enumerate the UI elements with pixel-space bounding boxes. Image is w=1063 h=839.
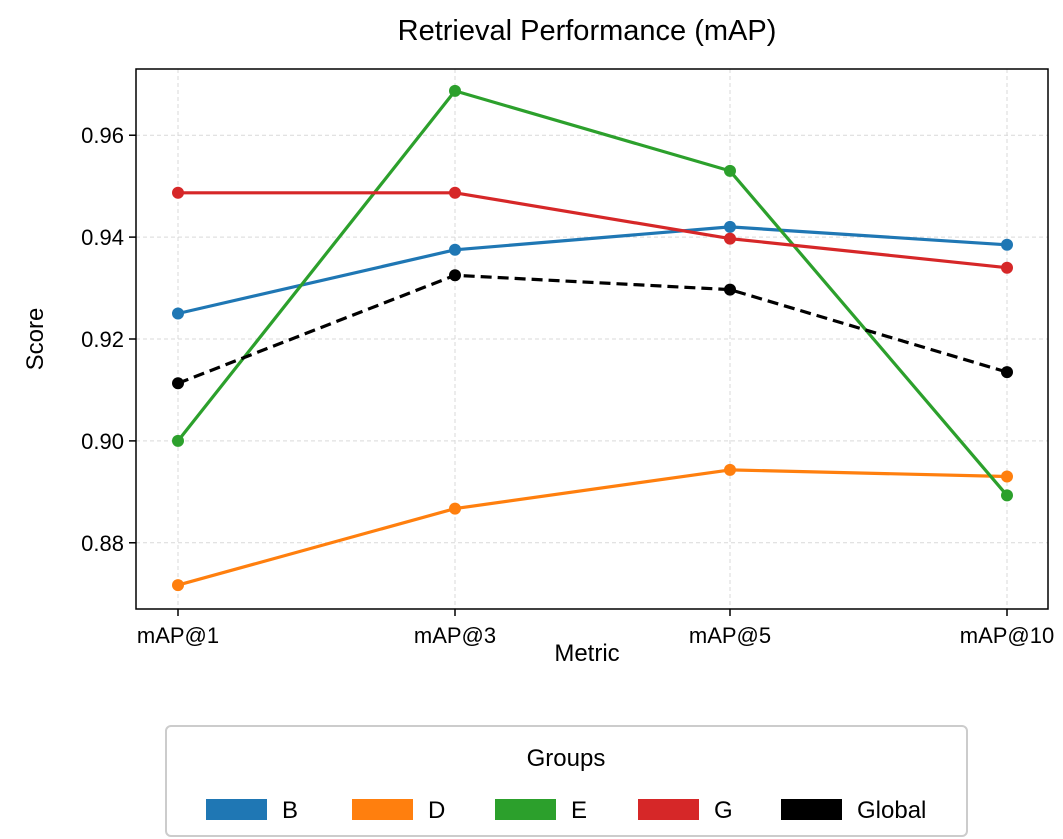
legend-swatch-global [781, 799, 842, 820]
y-tick-label: 0.90 [81, 429, 124, 454]
data-point-d [172, 579, 184, 592]
series-points [172, 84, 1013, 592]
series-line-d [177, 468, 1008, 587]
data-point-e [449, 84, 461, 97]
data-point-g [172, 186, 184, 199]
data-point-b [449, 243, 461, 256]
y-tick-label: 0.94 [81, 225, 124, 250]
data-point-g [1001, 261, 1013, 274]
x-axis: mAP@1 mAP@3 mAP@5 mAP@10 [137, 609, 1054, 648]
legend-swatch-g [638, 799, 699, 820]
y-tick-label: 0.88 [81, 531, 124, 556]
x-tick-label: mAP@5 [689, 623, 771, 648]
legend-label-d: D [428, 797, 445, 824]
grid [136, 69, 1048, 609]
legend-swatch-e [495, 799, 556, 820]
data-point-e [172, 434, 184, 447]
data-point-g [724, 232, 736, 245]
chart-title: Retrieval Performance (mAP) [398, 15, 777, 47]
data-point-d [1001, 470, 1013, 483]
y-tick-label: 0.92 [81, 327, 124, 352]
series-line-e [176, 89, 1009, 497]
series-line-b [177, 225, 1008, 316]
data-point-b [724, 220, 736, 233]
data-point-d [724, 463, 736, 476]
series-line-g [178, 191, 1008, 270]
data-point-d [449, 502, 461, 515]
legend-label-g: G [714, 797, 733, 824]
series-lines [176, 89, 1009, 587]
legend-swatch-d [352, 799, 413, 820]
x-axis-label: Metric [554, 640, 619, 667]
data-point-b [1001, 238, 1013, 251]
data-point-global [724, 283, 736, 296]
y-tick-label: 0.96 [81, 123, 124, 148]
y-axis: 0.88 0.90 0.92 0.94 0.96 [81, 123, 136, 556]
legend: Groups B D E G Global [165, 725, 968, 837]
data-point-global [172, 377, 184, 390]
data-point-b [172, 307, 184, 320]
x-tick-label: mAP@10 [960, 623, 1054, 648]
x-tick-label: mAP@3 [414, 623, 496, 648]
data-point-global [449, 269, 461, 282]
data-point-g [449, 186, 461, 199]
series-line-global [177, 273, 1008, 385]
data-point-e [1001, 489, 1013, 502]
legend-swatch-b [206, 799, 267, 820]
legend-label-e: E [571, 797, 587, 824]
data-point-global [1001, 366, 1013, 379]
legend-label-global: Global [857, 797, 926, 824]
x-tick-label: mAP@1 [137, 623, 219, 648]
legend-label-b: B [282, 797, 298, 824]
y-axis-label: Score [22, 308, 49, 371]
data-point-e [724, 164, 736, 177]
legend-title: Groups [527, 745, 606, 772]
